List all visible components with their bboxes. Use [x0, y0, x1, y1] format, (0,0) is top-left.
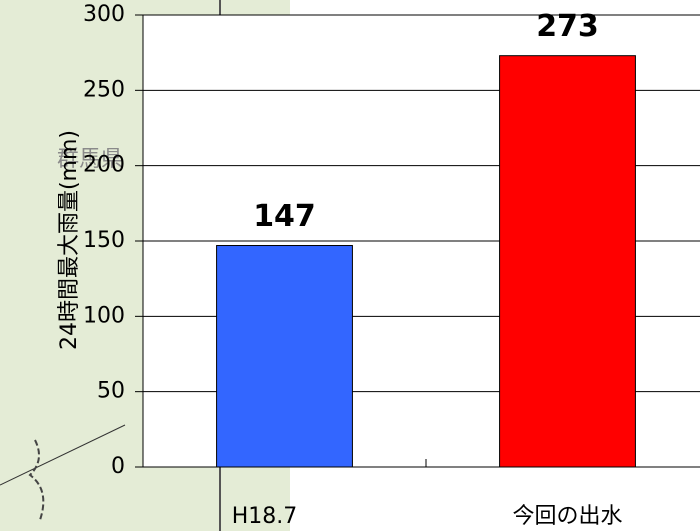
- y-tick-label: 100: [83, 303, 125, 328]
- map-label: 群馬県: [57, 147, 123, 172]
- y-tick-label: 50: [97, 379, 125, 404]
- data-label: 147: [253, 199, 316, 234]
- y-axis-label: 24時間最大雨量(mm): [57, 130, 82, 350]
- map-border: [28, 439, 45, 521]
- map-line: [0, 424, 126, 486]
- bar: [216, 245, 353, 468]
- y-tick-label: 200: [83, 153, 125, 178]
- y-tick-label: 0: [111, 454, 125, 479]
- y-tick-label: 300: [83, 2, 125, 27]
- data-label: 273: [536, 9, 599, 44]
- y-tick-label: 150: [83, 228, 125, 253]
- bar: [499, 55, 636, 468]
- x-tick-label: H18.7: [232, 504, 298, 529]
- y-tick-label: 250: [83, 77, 125, 102]
- x-tick-label: 今回の出水: [512, 504, 622, 529]
